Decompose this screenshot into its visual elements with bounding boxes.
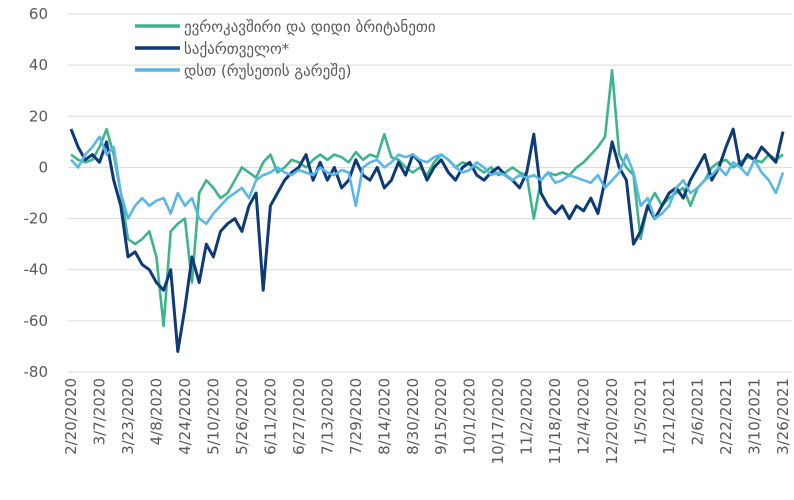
x-tick-label: 7/29/2020 xyxy=(347,378,365,455)
x-tick-label: 3/26/2021 xyxy=(774,378,792,455)
x-tick-label: 11/2/2020 xyxy=(518,378,536,455)
x-tick-label: 2/20/2020 xyxy=(62,378,80,455)
y-tick-label: 20 xyxy=(29,107,48,125)
x-tick-label: 8/30/2020 xyxy=(404,378,422,455)
y-tick-label: -60 xyxy=(24,312,49,330)
y-tick-label: 40 xyxy=(29,56,48,74)
legend-label: ევროკავშირი და დიდი ბრიტანეთი xyxy=(184,18,436,36)
x-tick-label: 6/11/2020 xyxy=(261,378,279,455)
x-tick-label: 1/5/2021 xyxy=(632,378,650,445)
series-line xyxy=(70,69,784,328)
x-tick-label: 10/1/2020 xyxy=(461,378,479,455)
y-tick-label: 0 xyxy=(38,158,48,176)
y-tick-label: -20 xyxy=(24,210,49,228)
x-tick-label: 4/24/2020 xyxy=(176,378,194,455)
series-line xyxy=(70,135,785,225)
x-tick-label: 4/8/2020 xyxy=(147,378,165,445)
x-tick-label: 8/14/2020 xyxy=(375,378,393,455)
x-tick-label: 2/22/2021 xyxy=(717,378,735,455)
x-tick-label: 6/27/2020 xyxy=(290,378,308,455)
x-tick-label: 10/17/2020 xyxy=(489,378,507,464)
x-tick-label: 11/18/2020 xyxy=(546,378,564,464)
x-tick-label: 2/6/2021 xyxy=(689,378,707,445)
x-tick-label: 5/26/2020 xyxy=(233,378,251,455)
x-tick-label: 12/4/2020 xyxy=(575,378,593,455)
y-tick-label: -40 xyxy=(24,261,49,279)
legend-label: დსთ (რუსეთის გარეშე) xyxy=(184,62,351,80)
legend-label: საქართველო* xyxy=(184,40,290,58)
x-tick-label: 3/23/2020 xyxy=(119,378,137,455)
x-tick-label: 1/21/2021 xyxy=(660,378,678,455)
y-tick-label: 60 xyxy=(29,5,48,23)
x-tick-label: 3/10/2021 xyxy=(746,378,764,455)
x-tick-label: 7/13/2020 xyxy=(318,378,336,455)
y-tick-label: -80 xyxy=(24,363,49,381)
x-tick-label: 3/7/2020 xyxy=(90,378,108,445)
series-line xyxy=(69,127,785,353)
x-tick-label: 9/15/2020 xyxy=(432,378,450,455)
x-tick-label: 5/10/2020 xyxy=(204,378,222,455)
x-tick-label: 12/20/2020 xyxy=(603,378,621,464)
